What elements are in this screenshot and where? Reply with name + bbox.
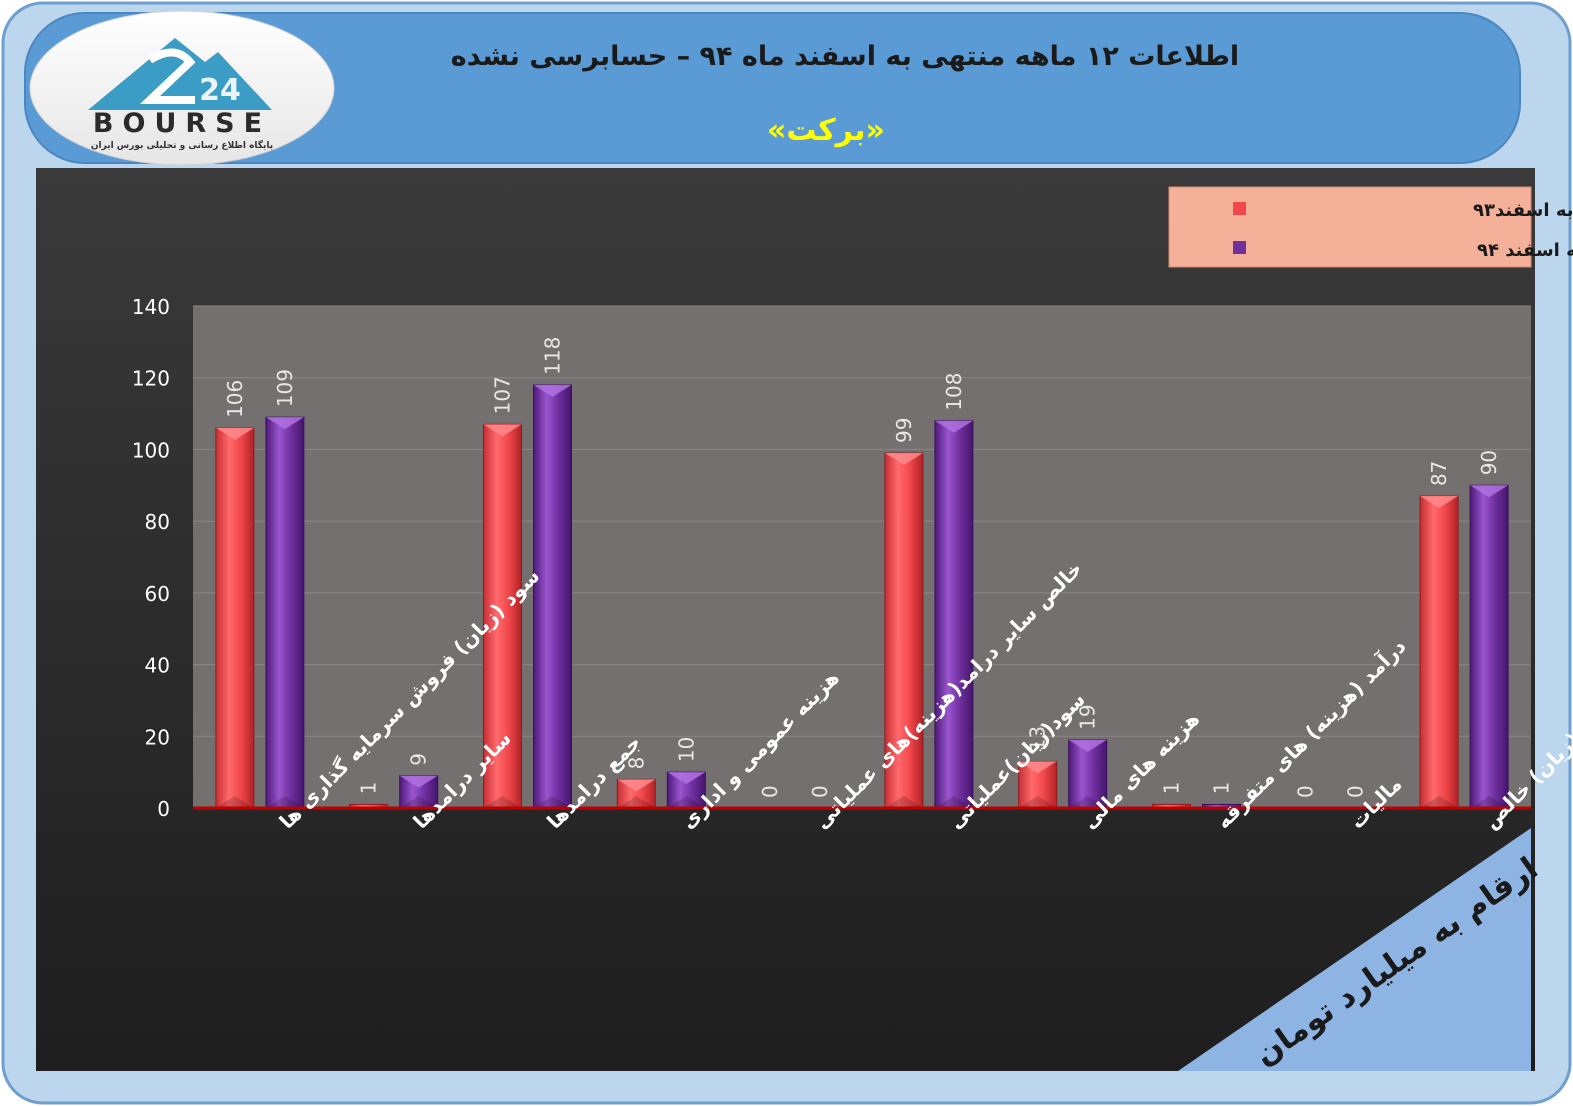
legend: عملکرد منتهی به اسفند۹۳ عملکرد منتهی به … bbox=[1168, 186, 1573, 268]
bar-series-93 bbox=[884, 452, 924, 809]
y-tick-label: 0 bbox=[157, 797, 170, 821]
data-label: 90 bbox=[1477, 450, 1501, 475]
bar-bottom-facet bbox=[399, 796, 438, 808]
bar bbox=[934, 420, 974, 809]
bar-bottom-facet bbox=[934, 796, 973, 808]
bar-series-94 bbox=[399, 775, 439, 809]
bar-top-facet bbox=[1018, 761, 1057, 774]
bar-top-facet bbox=[265, 417, 304, 430]
logo: 24 BOURSE پایگاه اطلاع رسانی و تحلیلی بو… bbox=[29, 10, 335, 166]
data-label: 0 bbox=[1293, 785, 1317, 798]
data-label: 109 bbox=[273, 369, 297, 407]
bar bbox=[1469, 484, 1509, 809]
bar-top-facet bbox=[1470, 485, 1509, 498]
bar-top-facet bbox=[1420, 496, 1459, 509]
legend-box bbox=[1168, 186, 1532, 268]
bar-series-93 bbox=[215, 427, 255, 809]
bar-bottom-facet bbox=[1018, 796, 1057, 808]
bar-bottom-facet bbox=[1068, 796, 1107, 808]
bar-series-93 bbox=[1018, 760, 1058, 809]
legend-label-94: عملکرد منتهی به اسفند ۹۴ bbox=[1477, 240, 1573, 261]
bar-bottom-facet bbox=[1420, 796, 1459, 808]
bar-bottom-facet bbox=[215, 796, 254, 808]
data-label: 107 bbox=[491, 376, 515, 414]
bar-bottom-facet bbox=[483, 796, 522, 808]
bar bbox=[1419, 495, 1459, 809]
bar-series-93 bbox=[483, 423, 522, 809]
bar-series-93 bbox=[616, 778, 656, 809]
data-label: 108 bbox=[942, 373, 966, 411]
bar-top-facet bbox=[617, 779, 656, 792]
plot-area bbox=[193, 306, 1531, 808]
logo-numeral-shape bbox=[139, 48, 196, 104]
legend-marker-93 bbox=[1233, 202, 1246, 215]
bar-top-facet bbox=[483, 424, 522, 437]
data-label: 13 bbox=[1026, 726, 1050, 751]
bar bbox=[533, 384, 572, 809]
y-axis: 0 20 40 60 80 100 120 140 bbox=[132, 295, 170, 821]
bar bbox=[215, 427, 255, 809]
y-tick-label: 80 bbox=[145, 510, 170, 534]
legend-marker-94 bbox=[1233, 241, 1246, 254]
bar-top-facet bbox=[215, 427, 254, 440]
bar-series-94 bbox=[1068, 739, 1108, 809]
bar-bottom-facet bbox=[617, 796, 656, 808]
bar-series-94 bbox=[934, 420, 974, 809]
bar-bottom-facet bbox=[884, 796, 923, 808]
bar-series-94 bbox=[265, 416, 305, 809]
y-tick-label: 40 bbox=[145, 654, 170, 678]
bar-series-93 bbox=[1419, 495, 1459, 809]
data-label: 10 bbox=[674, 737, 698, 762]
y-tick-label: 20 bbox=[145, 725, 170, 749]
page-subtitle: «برکت» bbox=[767, 113, 885, 148]
y-tick-label: 140 bbox=[132, 295, 170, 319]
data-label: 19 bbox=[1076, 704, 1100, 729]
data-label: 9 bbox=[407, 753, 431, 766]
data-label: 0 bbox=[758, 785, 782, 798]
bar-top-facet bbox=[533, 384, 572, 397]
data-label: 106 bbox=[223, 380, 247, 418]
bar-series-94 bbox=[1469, 484, 1509, 809]
bar-bottom-facet bbox=[667, 796, 706, 808]
data-label: 0 bbox=[1343, 785, 1367, 798]
bar-top-facet bbox=[884, 453, 923, 466]
bar-top-facet bbox=[1068, 739, 1107, 752]
y-tick-label: 60 bbox=[145, 582, 170, 606]
bar-bottom-facet bbox=[265, 796, 304, 808]
data-label: 1 bbox=[357, 782, 381, 795]
data-label: 87 bbox=[1427, 461, 1451, 486]
bar bbox=[265, 416, 305, 809]
data-label: 0 bbox=[808, 785, 832, 798]
bar-bottom-facet bbox=[1470, 796, 1509, 808]
bar bbox=[884, 452, 924, 809]
y-tick-label: 120 bbox=[132, 367, 170, 391]
bar-top-facet bbox=[399, 775, 438, 788]
note-triangle bbox=[1178, 828, 1531, 1071]
page-title: اطلاعات ۱۲ ماهه منتهی به اسفند ماه ۹۴ – … bbox=[451, 41, 1239, 72]
logo-tagline: پایگاه اطلاع رسانی و تحلیلی بورس ایران bbox=[91, 139, 273, 151]
bar-top-facet bbox=[667, 772, 706, 785]
data-label: 118 bbox=[541, 337, 565, 375]
data-label: 99 bbox=[892, 418, 916, 443]
legend-label-93: عملکرد منتهی به اسفند۹۳ bbox=[1473, 200, 1573, 221]
header-banner bbox=[24, 12, 1521, 164]
logo-wordmark: BOURSE bbox=[93, 108, 271, 139]
gridlines bbox=[193, 305, 1531, 737]
bar-top-facet bbox=[934, 420, 973, 433]
logo-numeral: 24 bbox=[199, 73, 241, 108]
bar-bottom-facet bbox=[533, 796, 572, 808]
data-label: 8 bbox=[624, 757, 648, 770]
data-label: 1 bbox=[1160, 782, 1184, 795]
bars bbox=[215, 384, 1509, 809]
data-label: 1 bbox=[1210, 782, 1234, 795]
bar-series-94 bbox=[533, 384, 572, 809]
y-tick-label: 100 bbox=[132, 438, 170, 462]
